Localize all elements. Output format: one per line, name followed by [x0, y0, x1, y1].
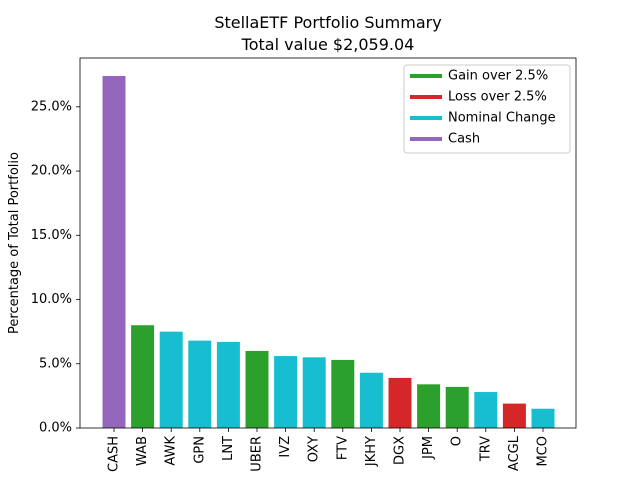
x-tick-label: JPM [421, 436, 436, 460]
x-tick-label: CASH [107, 436, 122, 472]
legend-label-loss: Loss over 2.5% [448, 90, 547, 105]
bar-wab [131, 325, 155, 428]
bar-o [445, 386, 469, 428]
bar-oxy [302, 357, 326, 428]
plot-frame [79, 57, 577, 429]
bar-gpn [188, 340, 212, 428]
chart-title: StellaETF Portfolio Summary [214, 13, 441, 32]
x-tick-label: MCO [536, 436, 551, 467]
bar-cash [102, 75, 126, 428]
bar-dgx [388, 377, 412, 428]
chart-subtitle: Total value $2,059.04 [241, 35, 415, 54]
bar-ivz [274, 356, 298, 428]
x-tick-label: IVZ [278, 436, 293, 458]
bar-trv [474, 392, 498, 428]
y-tick-label: 0.0% [39, 421, 72, 436]
x-tick-label: O [450, 436, 465, 446]
y-axis-label: Percentage of Total Portfolio [7, 152, 22, 334]
bar-lnt [216, 341, 240, 428]
legend-label-cash: Cash [448, 132, 480, 147]
bar-uber [245, 350, 269, 428]
legend-box [403, 64, 571, 154]
x-tick-label: WAB [135, 436, 150, 466]
bars-group [102, 75, 555, 428]
x-tick-label: LNT [221, 436, 236, 461]
legend-label-gain: Gain over 2.5% [448, 69, 548, 84]
y-tick-label: 25.0% [31, 99, 72, 114]
bar-mco [531, 408, 555, 428]
bar-ftv [331, 359, 355, 428]
x-tick-label: GPN [192, 436, 207, 464]
x-tick-label: FTV [335, 436, 350, 460]
axes-group: CASH WAB AWK GPN LNT UBER IVZ OXY FTV JKHY DGX JPM O… [31, 57, 577, 472]
x-tick-label: AWK [164, 436, 179, 466]
y-tick-label: 20.0% [31, 164, 72, 179]
x-tick-label: OXY [307, 436, 322, 462]
y-tick-label: 5.0% [39, 356, 72, 371]
bar-jpm [417, 384, 441, 428]
y-tick-label: 15.0% [31, 228, 72, 243]
bar-acgl [502, 403, 526, 428]
legend: Gain over 2.5% Loss over 2.5% Nominal Chan… [403, 64, 571, 154]
x-tick-label: JKHY [364, 436, 379, 467]
legend-label-nominal: Nominal Change [448, 111, 556, 126]
x-tick-label: ACGL [507, 435, 522, 471]
x-tick-label: TRV [478, 436, 493, 462]
bar-jkhy [359, 372, 383, 428]
y-tick-label: 10.0% [31, 292, 72, 307]
x-tick-label: DGX [393, 436, 408, 465]
x-tick-label: UBER [250, 436, 265, 472]
bar-awk [159, 331, 183, 428]
